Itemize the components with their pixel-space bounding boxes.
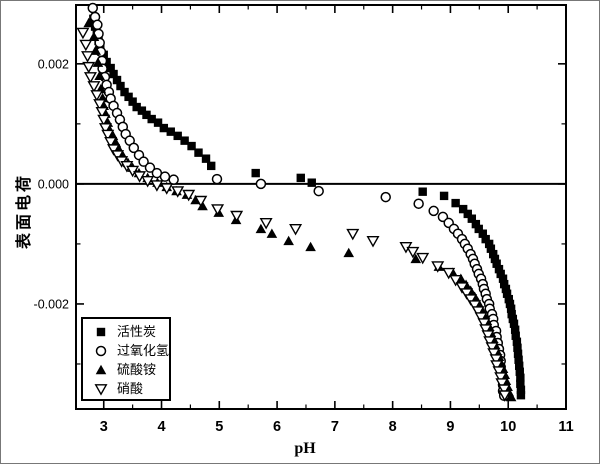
triangle-filled-icon: [95, 364, 107, 375]
legend-label: 硫酸铵: [117, 362, 157, 377]
x-tick-label: 6: [273, 419, 281, 435]
x-axis-label: pH: [294, 440, 316, 457]
triangle-down-open-icon: [94, 384, 108, 396]
x-tick-label: 9: [446, 419, 454, 435]
x-tick-label: 8: [389, 419, 397, 435]
plot-frame: [75, 4, 567, 410]
circle-open-icon: [95, 345, 107, 357]
legend-item-1: 过氧化氢: [91, 341, 169, 360]
x-tick-label: 5: [215, 419, 223, 435]
legend-label: 活性炭: [117, 324, 157, 339]
legend-item-0: 活性炭: [91, 322, 169, 341]
x-tick-label: 3: [100, 419, 108, 435]
y-tick-label: 0.002: [38, 57, 69, 71]
legend: 活性炭过氧化氢硫酸铵硝酸: [81, 317, 171, 401]
x-tick-label: 7: [331, 419, 339, 435]
x-tick-label: 10: [500, 419, 516, 435]
y-tick-label: 0.000: [38, 177, 69, 191]
legend-item-3: 硝酸: [91, 379, 169, 398]
y-axis-label: 表面电荷: [16, 173, 33, 250]
x-tick-label: 4: [157, 419, 165, 435]
legend-label: 过氧化氢: [117, 343, 170, 358]
x-tick-label: 11: [558, 419, 573, 435]
series-3: [76, 27, 512, 402]
y-tick-label: -0.002: [34, 297, 69, 311]
legend-label: 硝酸: [117, 381, 144, 396]
legend-item-2: 硫酸铵: [91, 360, 169, 379]
square-filled-icon: [96, 327, 106, 337]
